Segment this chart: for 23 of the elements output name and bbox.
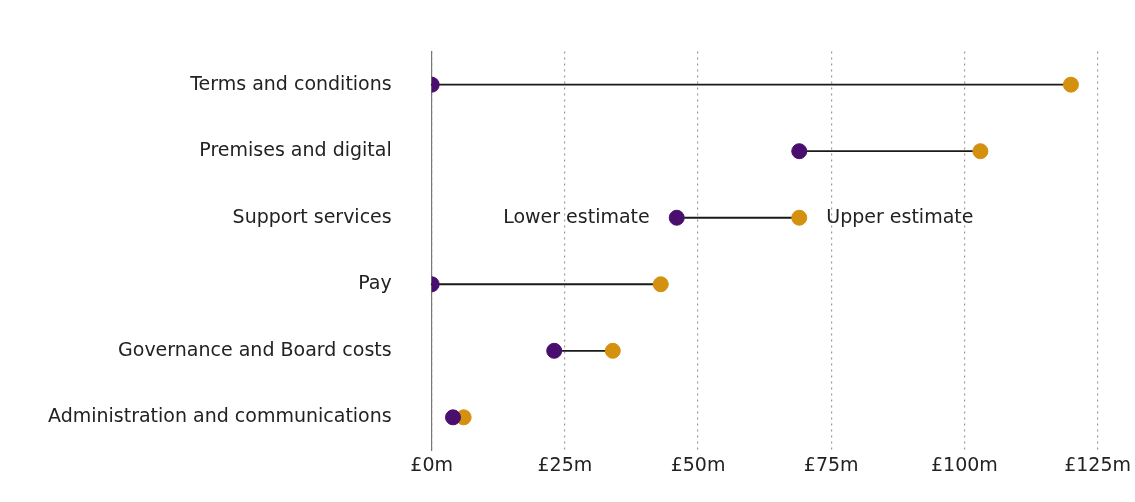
point [604,342,621,359]
y-tick-label: Governance and Board costs [118,337,392,360]
point [445,409,461,426]
y-tick-label: Administration and communications [47,404,392,427]
point [652,276,669,293]
x-tick-label: £50m [670,452,726,475]
annotation: Lower estimate [503,204,650,227]
point [972,143,989,160]
point [546,342,563,359]
y-tick-label: Terms and conditions [189,71,392,94]
x-tick-label: £125m [1064,452,1132,475]
point [1062,76,1079,93]
x-tick-label: £0m [410,452,454,475]
point [668,209,685,226]
y-tick-label: Premises and digital [199,138,392,161]
point [791,143,808,160]
y-tick-label: Pay [358,271,392,294]
x-tick-label: £100m [930,452,998,475]
point [791,209,808,226]
x-tick-label: £25m [537,452,593,475]
y-tick-label: Support services [232,204,392,227]
annotation: Upper estimate [826,204,974,227]
x-tick-label: £75m [803,452,859,475]
